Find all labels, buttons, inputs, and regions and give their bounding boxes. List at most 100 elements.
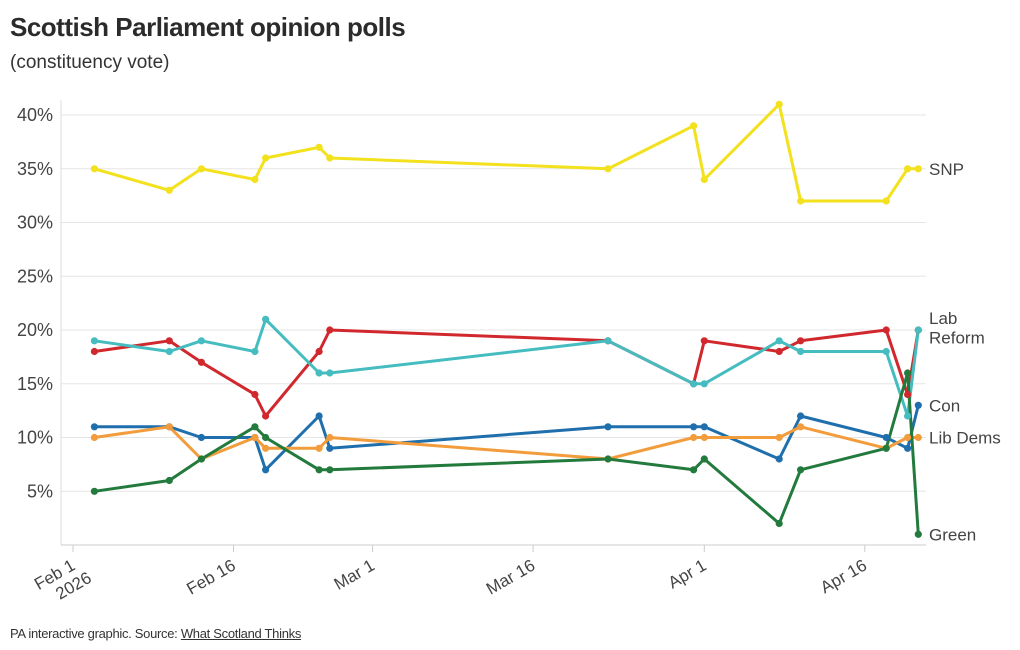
data-point-lab [315, 347, 323, 356]
data-point-con [197, 433, 205, 442]
footer-prefix: PA interactive graphic. Source: [10, 626, 181, 641]
x-tick-label: Mar 1 [331, 556, 378, 594]
data-point-reform [914, 326, 922, 334]
data-point-snp [197, 165, 205, 173]
x-tick-label-group: Apr 16 [817, 556, 870, 598]
data-point-green [882, 444, 890, 452]
data-point-lab [775, 347, 783, 356]
data-point-snp [90, 165, 98, 173]
data-point-lab [165, 337, 173, 345]
data-point-snp [604, 165, 612, 173]
data-point-snp [326, 154, 334, 162]
data-point-lib-dems [251, 433, 259, 442]
x-tick-label-group: Mar 1 [331, 556, 378, 594]
data-point-con [904, 444, 912, 452]
data-point-con [914, 401, 922, 409]
data-point-lib-dems [90, 433, 98, 442]
data-point-lib-dems [700, 433, 708, 442]
data-point-reform [775, 337, 783, 345]
axes [60, 100, 926, 546]
data-point-con [262, 466, 270, 474]
data-point-reform [904, 412, 912, 420]
x-tick-label: Feb 16 [183, 556, 238, 599]
data-point-lib-dems [775, 433, 783, 442]
x-tick-label: Apr 16 [817, 556, 870, 598]
data-point-snp [262, 154, 270, 162]
data-point-green [604, 455, 612, 463]
end-label-reform: Reform [929, 329, 985, 348]
end-label-lib-dems: Lib Dems [929, 429, 1001, 448]
data-point-con [700, 423, 708, 431]
data-point-green [797, 466, 805, 474]
chart-subtitle: (constituency vote) [10, 52, 170, 73]
data-point-snp [165, 186, 173, 194]
data-point-con [604, 423, 612, 431]
data-point-snp [251, 175, 259, 184]
data-point-green [775, 519, 783, 528]
end-label-con: Con [929, 396, 960, 415]
data-point-lib-dems [315, 444, 323, 452]
data-point-lab [904, 390, 912, 399]
data-point-green [326, 466, 334, 474]
y-tick-label: 35% [17, 159, 53, 179]
end-label-snp: SNP [929, 160, 964, 179]
data-point-reform [326, 369, 334, 377]
x-tick-label: Apr 1 [665, 556, 710, 593]
data-point-con [90, 423, 98, 431]
x-tick-label-group: Feb 16 [183, 556, 238, 599]
data-point-lib-dems [326, 433, 334, 442]
y-tick-label: 15% [17, 374, 53, 394]
source-link[interactable]: What Scotland Thinks [180, 626, 302, 641]
data-point-lab [262, 412, 270, 420]
data-point-green [165, 476, 173, 485]
data-point-con [797, 412, 805, 420]
data-point-con [690, 423, 698, 431]
series-line-reform [92, 317, 920, 418]
data-point-lib-dems [914, 433, 922, 442]
end-label-green: Green [929, 525, 976, 544]
data-point-reform [604, 337, 612, 345]
footer-credit: PA interactive graphic. Source: What Sco… [10, 626, 301, 641]
chart-title: Scottish Parliament opinion polls [10, 12, 406, 42]
data-point-snp [882, 197, 890, 205]
data-point-lab [882, 326, 890, 334]
data-point-snp [315, 143, 323, 151]
data-point-reform [700, 380, 708, 388]
x-tick-label-group: Apr 1 [665, 556, 710, 593]
data-point-reform [315, 369, 323, 377]
data-point-lab [90, 347, 98, 356]
data-point-green [690, 466, 698, 474]
data-point-lib-dems [262, 444, 270, 452]
data-point-lab [797, 337, 805, 345]
data-point-snp [797, 197, 805, 205]
y-tick-label: 40% [17, 105, 53, 125]
data-point-con [326, 444, 334, 452]
end-label-lab: Lab [929, 309, 957, 328]
data-point-reform [90, 337, 98, 345]
data-point-reform [197, 337, 205, 345]
y-axis-ticks: 5% 10% 15% 20% 25% 30% 35% 40% [17, 105, 53, 501]
x-tick-label-group: Mar 16 [483, 556, 538, 599]
data-point-green [251, 423, 259, 431]
data-point-lib-dems [690, 433, 698, 442]
data-point-reform [251, 347, 259, 356]
data-point-reform [165, 347, 173, 356]
data-point-snp [690, 122, 698, 130]
series-line-snp [92, 102, 920, 203]
data-point-snp [775, 100, 783, 108]
data-point-green [262, 433, 270, 442]
data-point-reform [797, 347, 805, 356]
data-point-lib-dems [797, 423, 805, 431]
y-tick-label: 25% [17, 266, 53, 286]
data-point-lab [326, 326, 334, 334]
data-point-lib-dems [165, 423, 173, 431]
data-point-reform [690, 380, 698, 388]
data-point-lab [197, 358, 205, 366]
data-point-con [882, 433, 890, 442]
y-tick-label: 5% [27, 481, 53, 501]
data-point-green [90, 487, 98, 495]
data-point-green [914, 530, 922, 538]
